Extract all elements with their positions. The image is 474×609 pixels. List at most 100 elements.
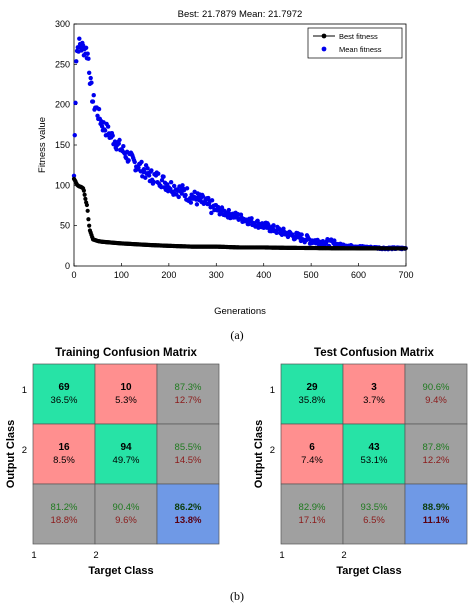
- cell-error: 14.5%: [175, 455, 202, 466]
- mean-fitness-point: [271, 223, 276, 228]
- cell-error: 17.1%: [299, 515, 326, 526]
- mean-fitness-point: [200, 194, 206, 199]
- matrix-cell: [342, 423, 406, 485]
- mean-fitness-point: [85, 51, 90, 56]
- mean-fitness-point: [194, 202, 200, 207]
- cell-percent: 35.8%: [299, 395, 326, 406]
- cell-error: 18.8%: [51, 515, 78, 526]
- mean-fitness-point: [72, 132, 77, 138]
- cell-percent: 7.4%: [301, 455, 323, 466]
- row-label: 2: [270, 445, 275, 456]
- mean-fitness-point: [86, 56, 91, 61]
- legend: Best fitness Mean fitness: [307, 27, 403, 59]
- best-fitness-point: [81, 188, 86, 193]
- y-axis-label: Fitness value: [37, 117, 48, 173]
- cell-count: 29: [306, 382, 318, 393]
- y-tick-label: 50: [60, 221, 70, 231]
- mean-fitness-point: [145, 166, 150, 171]
- mean-fitness-point: [117, 137, 122, 143]
- matrix-cell: [94, 423, 158, 485]
- col-label: 1: [31, 550, 36, 561]
- cell-error: 12.2%: [423, 455, 450, 466]
- matrix-cell: [280, 363, 344, 425]
- mean-fitness-point: [176, 194, 181, 200]
- legend-best-label: Best fitness: [339, 32, 378, 41]
- matrix-cell: [280, 423, 344, 485]
- mean-fitness-point: [102, 128, 108, 133]
- matrix-cell: [156, 483, 220, 545]
- matrix-cell: [342, 483, 406, 545]
- mean-fitness-point: [126, 158, 131, 163]
- cell-accuracy: 85.5%: [175, 442, 202, 453]
- mean-fitness-point: [161, 174, 166, 179]
- best-fitness-point: [403, 246, 408, 251]
- x-tick-label: 500: [304, 270, 319, 280]
- fitness-plot: Best: 21.7879 Mean: 21.7972 0 100 200 300 40…: [37, 9, 414, 342]
- mean-fitness-point: [121, 144, 126, 149]
- cell-accuracy: 82.9%: [299, 502, 326, 513]
- mean-fitness-point: [156, 171, 161, 176]
- x-tick-label: 100: [114, 270, 129, 280]
- x-tick-label: 0: [71, 270, 76, 280]
- y-tick-label: 300: [55, 19, 70, 29]
- cell-error: 9.4%: [425, 395, 447, 406]
- mean-fitness-point: [110, 133, 115, 138]
- cell-count: 3: [371, 382, 377, 393]
- cell-count: 43: [368, 442, 380, 453]
- cell-accuracy: 81.2%: [51, 502, 78, 513]
- y-tick-label: 250: [55, 59, 70, 69]
- best-fitness-point: [83, 196, 88, 201]
- cell-percent: 8.5%: [53, 455, 75, 466]
- cell-accuracy: 93.5%: [361, 502, 388, 513]
- cell-accuracy: 86.2%: [175, 502, 202, 513]
- training-confusion-matrix: Training Confusion Matrix 69 36.5% 10 5.3% 87…: [5, 347, 220, 577]
- matrix-cell: [404, 363, 468, 425]
- matrix-y-label: Output Class: [5, 420, 17, 488]
- mean-fitness-point: [86, 70, 92, 75]
- legend-mean-marker: [321, 46, 327, 52]
- mean-fitness-point: [209, 210, 214, 216]
- mean-fitness-point: [143, 175, 148, 180]
- mean-fitness-point: [151, 179, 156, 185]
- fitness-series: [71, 36, 408, 252]
- mean-fitness-point: [71, 173, 77, 179]
- cell-count: 6: [309, 442, 315, 453]
- matrix-x-label: Target Class: [336, 565, 401, 577]
- cell-accuracy: 90.4%: [113, 502, 140, 513]
- col-label: 2: [93, 550, 98, 561]
- mean-fitness-point: [73, 100, 78, 106]
- cell-percent: 53.1%: [361, 455, 388, 466]
- matrix-cell: [94, 483, 158, 545]
- mean-fitness-point: [149, 168, 154, 173]
- mean-fitness-point: [132, 159, 137, 165]
- cell-error: 9.6%: [115, 515, 137, 526]
- mean-fitness-point: [209, 198, 215, 203]
- x-tick-label: 400: [256, 270, 271, 280]
- mean-fitness-point: [179, 191, 184, 196]
- mean-fitness-point: [184, 186, 190, 191]
- cell-percent: 3.7%: [363, 395, 385, 406]
- row-label: 1: [270, 385, 275, 396]
- mean-fitness-point: [139, 159, 144, 165]
- matrix-cell: [94, 363, 158, 425]
- x-axis-label: Generations: [214, 306, 266, 317]
- best-fitness-point: [82, 192, 87, 197]
- cell-accuracy: 87.3%: [175, 382, 202, 393]
- test-confusion-matrix: Test Confusion Matrix 29 35.8% 3 3.7% 90.6% 9.…: [253, 347, 468, 577]
- matrix-cell: [404, 423, 468, 485]
- cell-percent: 5.3%: [115, 395, 137, 406]
- caption-b: (b): [230, 589, 244, 603]
- x-tick-label: 200: [161, 270, 176, 280]
- cell-accuracy: 90.6%: [423, 382, 450, 393]
- cell-error: 11.1%: [423, 515, 450, 526]
- matrix-cell: [280, 483, 344, 545]
- mean-fitness-point: [180, 183, 185, 188]
- best-fitness-point: [86, 217, 91, 222]
- mean-fitness-point: [116, 141, 121, 146]
- mean-fitness-point: [90, 99, 96, 104]
- best-fitness-point: [84, 202, 89, 208]
- matrix-x-label: Target Class: [88, 565, 153, 577]
- best-fitness-point: [87, 223, 92, 228]
- matrix-cell: [404, 483, 468, 545]
